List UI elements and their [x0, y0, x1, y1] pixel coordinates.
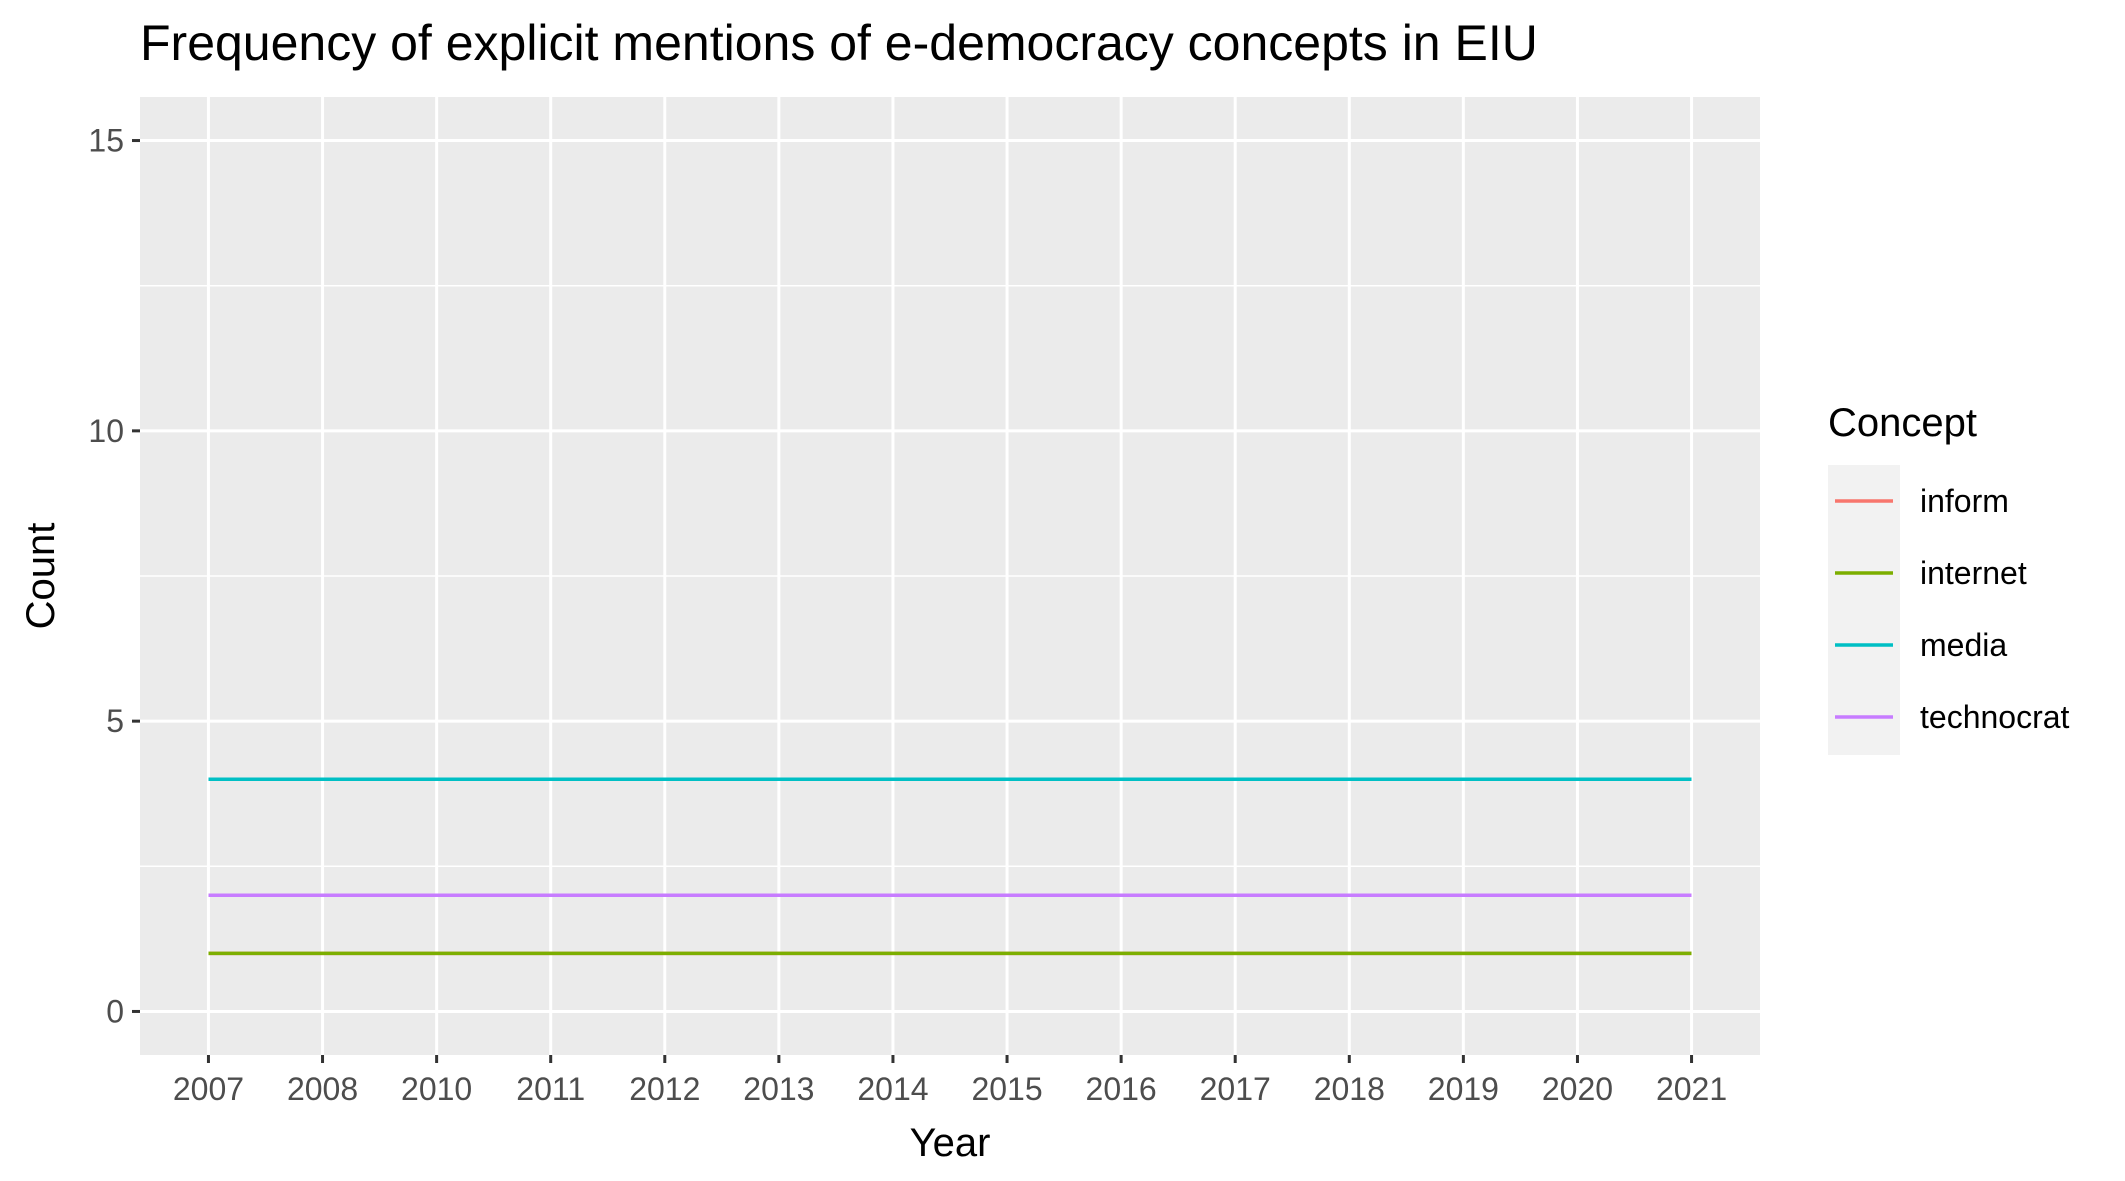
x-tick-label: 2008: [287, 1071, 358, 1107]
y-tick-label: 15: [88, 123, 124, 159]
x-tick-label: 2014: [857, 1071, 928, 1107]
legend-label-internet: internet: [1920, 555, 2027, 591]
y-tick-label: 10: [88, 413, 124, 449]
x-axis: 2007 2008 2010 2011 2012 2013 2014 2015 2016 2017…: [173, 1055, 1727, 1107]
x-tick-label: 2007: [173, 1071, 244, 1107]
legend-label-technocrat: technocrat: [1920, 699, 2070, 735]
chart-title: Frequency of explicit mentions of e-demo…: [140, 15, 1538, 71]
x-tick-label: 2010: [401, 1071, 472, 1107]
legend-items: inform internet media technocrat: [1835, 483, 2070, 735]
x-tick-label: 2015: [971, 1071, 1042, 1107]
y-axis-title: Count: [19, 523, 63, 630]
series-lines: [208, 777, 1692, 956]
x-tick-label: 2019: [1428, 1071, 1499, 1107]
x-tick-label: 2018: [1314, 1071, 1385, 1107]
x-tick-label: 2012: [629, 1071, 700, 1107]
grid-minor: [140, 284, 1760, 868]
y-tick-label: 0: [106, 993, 124, 1029]
legend-label-media: media: [1920, 627, 2007, 663]
x-tick-label: 2020: [1542, 1071, 1613, 1107]
x-tick-label: 2017: [1200, 1071, 1271, 1107]
legend-title: Concept: [1828, 401, 1977, 445]
y-axis: 0 5 10 15: [88, 123, 140, 1029]
legend-key-background: [1828, 465, 1900, 755]
legend: Concept inform internet media technocrat: [1828, 401, 2070, 755]
y-tick-label: 5: [106, 703, 124, 739]
x-tick-label: 2021: [1656, 1071, 1727, 1107]
x-tick-label: 2016: [1086, 1071, 1157, 1107]
legend-label-inform: inform: [1920, 483, 2009, 519]
x-tick-label: 2013: [743, 1071, 814, 1107]
x-tick-label: 2011: [516, 1071, 585, 1107]
x-axis-title: Year: [910, 1121, 991, 1165]
